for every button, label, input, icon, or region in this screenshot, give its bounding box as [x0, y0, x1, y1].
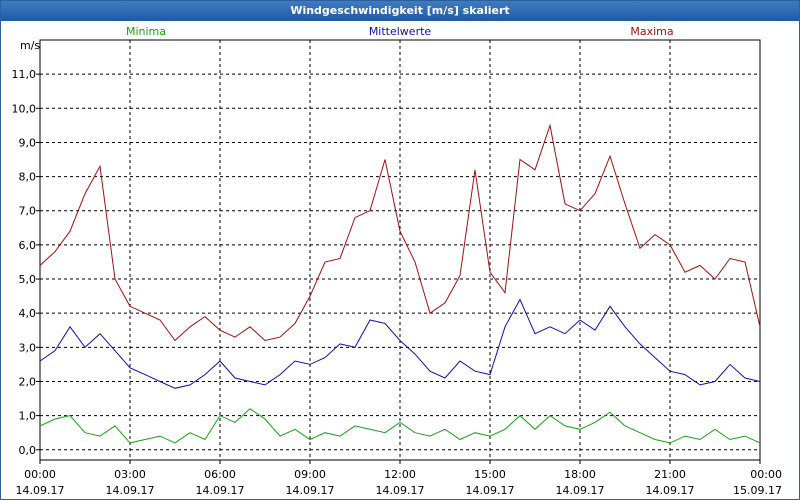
x-tick-time: 03:00 — [114, 468, 146, 481]
legend-mittelwerte: Mittelwerte — [369, 25, 432, 38]
x-tick-time: 06:00 — [204, 468, 236, 481]
y-tick-label: 3,0 — [19, 341, 37, 354]
x-tick-time: 18:00 — [564, 468, 596, 481]
series-line-max — [39, 123, 761, 342]
x-tick-date: 14.09.17 — [16, 484, 65, 497]
x-tick-time: 21:00 — [654, 468, 686, 481]
x-tick-date: 14.09.17 — [556, 484, 605, 497]
y-tick-label: 0,0 — [19, 444, 37, 457]
x-tick-time: 00:00 — [750, 468, 782, 481]
y-tick-label: 7,0 — [19, 205, 37, 218]
x-tick-date: 14.09.17 — [376, 484, 425, 497]
x-tick-time: 12:00 — [384, 468, 416, 481]
y-axis-ticks: 0,0 1,0 2,0 3,0 4,0 5,0 6,0 7,0 8,0 9,0 10,0 11,0 — [12, 68, 40, 457]
data-series — [39, 123, 761, 444]
x-tick-time: 15:00 — [474, 468, 506, 481]
series-line-min — [39, 408, 761, 444]
window-title: Windgeschwindigkeit [m/s] skaliert — [1, 1, 799, 21]
legend-maxima: Maxima — [630, 25, 673, 38]
x-tick-date: 14.09.17 — [196, 484, 245, 497]
x-tick-date: 14.09.17 — [646, 484, 695, 497]
y-tick-label: 5,0 — [19, 273, 37, 286]
y-tick-label: 1,0 — [19, 410, 37, 423]
y-tick-label: 2,0 — [19, 375, 37, 388]
y-tick-label: 6,0 — [19, 239, 37, 252]
y-tick-label: 8,0 — [19, 171, 37, 184]
legend-minima: Minima — [126, 25, 166, 38]
x-tick-date: 14.09.17 — [466, 484, 515, 497]
x-tick-date: 15.09.17 — [733, 484, 782, 497]
y-tick-label: 9,0 — [19, 136, 37, 149]
x-tick-time: 09:00 — [294, 468, 326, 481]
series-line-mean — [39, 298, 761, 389]
x-tick-date: 14.09.17 — [106, 484, 155, 497]
y-tick-label: 11,0 — [12, 68, 37, 81]
x-tick-date: 14.09.17 — [286, 484, 335, 497]
y-tick-label: 10,0 — [12, 102, 37, 115]
x-axis-ticks: 00:00 14.09.17 03:00 14.09.17 06:00 14.09.17 0… — [16, 460, 782, 497]
gridlines — [40, 40, 760, 460]
y-tick-label: 4,0 — [19, 307, 37, 320]
x-tick-time: 00:00 — [24, 468, 56, 481]
y-axis-label: m/s — [20, 39, 40, 52]
